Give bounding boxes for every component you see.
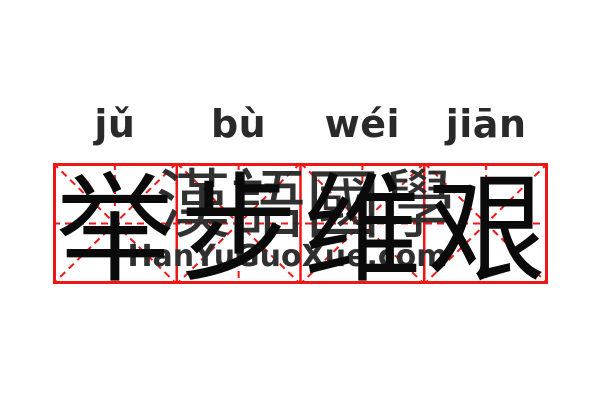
tianzige-grid-lines	[53, 163, 548, 284]
pinyin-syllable-3: wéi	[324, 102, 401, 146]
pinyin-syllable-1: jǔ	[94, 102, 136, 146]
grid-cell-separators	[175, 163, 426, 284]
pinyin-syllable-2: bù	[210, 102, 267, 146]
idiom-character-2: 步	[179, 161, 298, 299]
idiom-character-3: 维	[303, 161, 422, 299]
idiom-characters-row: 举 步 维 艰	[53, 163, 548, 291]
idiom-character-1: 举	[55, 161, 174, 299]
pinyin-syllable-4: jiān	[445, 102, 527, 146]
grid-outline	[53, 163, 548, 284]
grid-guide-lines	[53, 163, 548, 284]
watermark-hanzi: 漢語國學	[155, 161, 456, 249]
tianzige-grid: 漢語國學 HanYuGuoXue.com 举 步 维 艰	[53, 161, 548, 291]
idiom-character-4: 艰	[427, 161, 546, 299]
watermark-site-url: HanYuGuoXue.com	[127, 239, 448, 274]
pinyin-row: jǔ bù wéi jiān	[53, 100, 548, 148]
